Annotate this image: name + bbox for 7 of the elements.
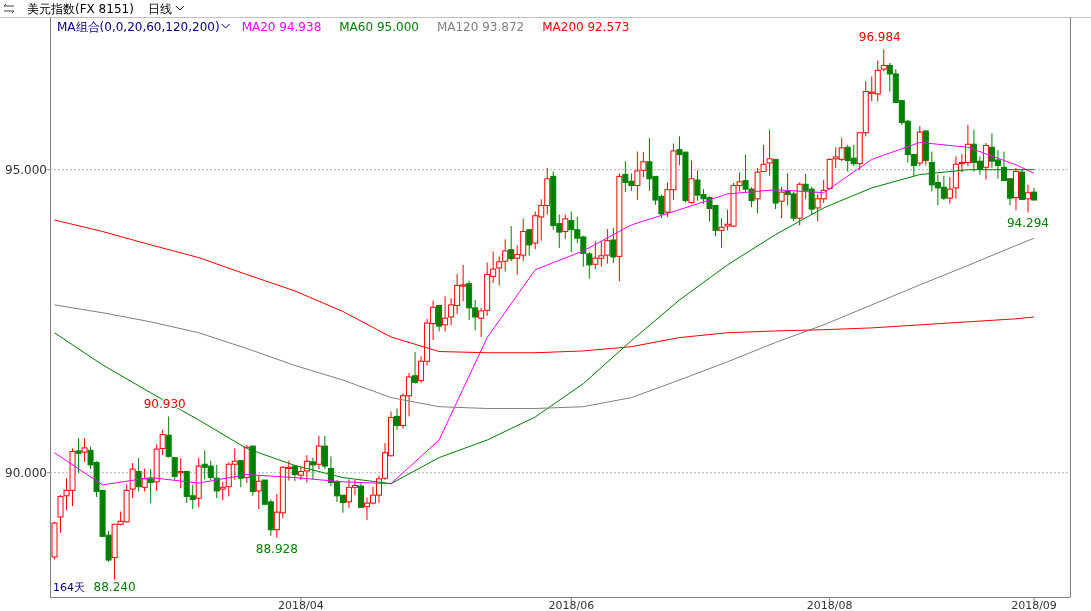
annotation: 94.294 <box>1007 216 1049 231</box>
annotation: 164天 <box>53 581 85 594</box>
title: 美元指数(FX 8151) <box>27 2 134 16</box>
annotation: 96.984 <box>858 30 901 45</box>
subtitle: 日线 <box>147 2 172 16</box>
annotation: 88.928 <box>255 541 298 556</box>
annotation: 88.240 <box>93 580 136 594</box>
